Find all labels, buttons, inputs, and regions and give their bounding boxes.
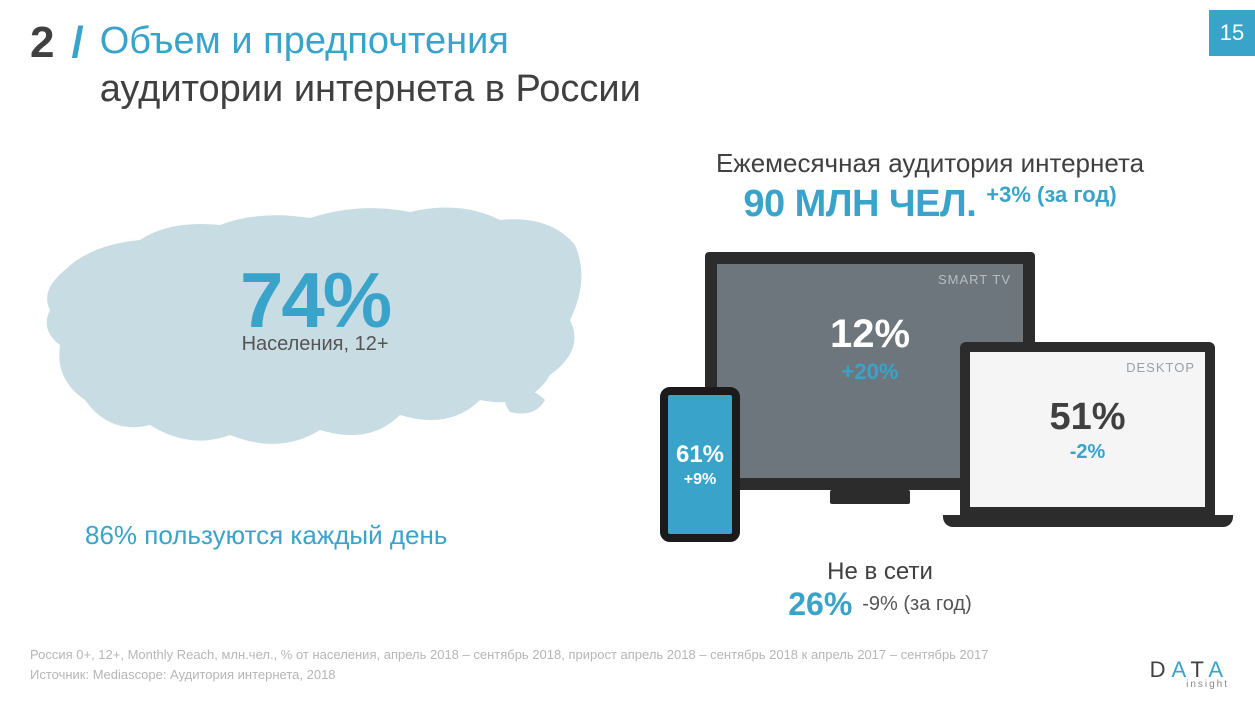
monthly-delta: +3% (за год)	[986, 182, 1116, 208]
tv-stand-icon	[830, 490, 910, 504]
daily-usage: 86% пользуются каждый день	[85, 520, 447, 551]
desktop-percent: 51%	[1049, 396, 1125, 439]
monthly-audience: Ежемесячная аудитория интернета 90 МЛН Ч…	[650, 148, 1210, 226]
mobile-device: 61% +9%	[660, 387, 740, 542]
title-line-2: аудитории интернета в России	[100, 66, 641, 114]
page-number-badge: 15	[1209, 10, 1255, 56]
monthly-title: Ежемесячная аудитория интернета	[650, 148, 1210, 179]
section-number: 2	[30, 18, 55, 68]
offline-label: Не в сети	[740, 558, 1020, 586]
population-percent: 74%	[240, 265, 390, 335]
desktop-delta: -2%	[1070, 441, 1106, 464]
data-insight-logo: DATA insight	[1150, 657, 1229, 690]
footnote-1: Россия 0+, 12+, Monthly Reach, млн.чел.,…	[30, 645, 988, 665]
title-line-1: Объем и предпочтения	[100, 18, 641, 66]
offline-stat: Не в сети 26% -9% (за год)	[740, 558, 1020, 623]
desktop-device: DESKTOP 51% -2%	[960, 342, 1215, 517]
laptop-base-icon	[943, 515, 1233, 527]
desktop-tag: DESKTOP	[1126, 360, 1195, 375]
footnotes: Россия 0+, 12+, Monthly Reach, млн.чел.,…	[30, 645, 988, 684]
monthly-value: 90 МЛН ЧЕЛ.	[743, 183, 976, 226]
footnote-2: Источник: Mediascope: Аудитория интернет…	[30, 665, 988, 685]
device-group: SMART TV 12% +20% DESKTOP 51% -2% 61% +9…	[660, 252, 1220, 562]
slash-icon: /	[71, 18, 83, 68]
offline-percent: 26%	[788, 586, 852, 623]
slide-header: 2 / Объем и предпочтения аудитории интер…	[30, 18, 641, 113]
offline-delta: -9% (за год)	[862, 593, 972, 616]
smart-tv-delta: +20%	[842, 359, 899, 385]
mobile-percent: 61%	[676, 441, 724, 469]
smart-tv-percent: 12%	[830, 312, 910, 357]
mobile-delta: +9%	[684, 471, 716, 489]
population-stat: 74% Населения, 12+	[240, 265, 390, 356]
population-label: Населения, 12+	[240, 333, 390, 356]
smart-tv-tag: SMART TV	[938, 272, 1011, 287]
